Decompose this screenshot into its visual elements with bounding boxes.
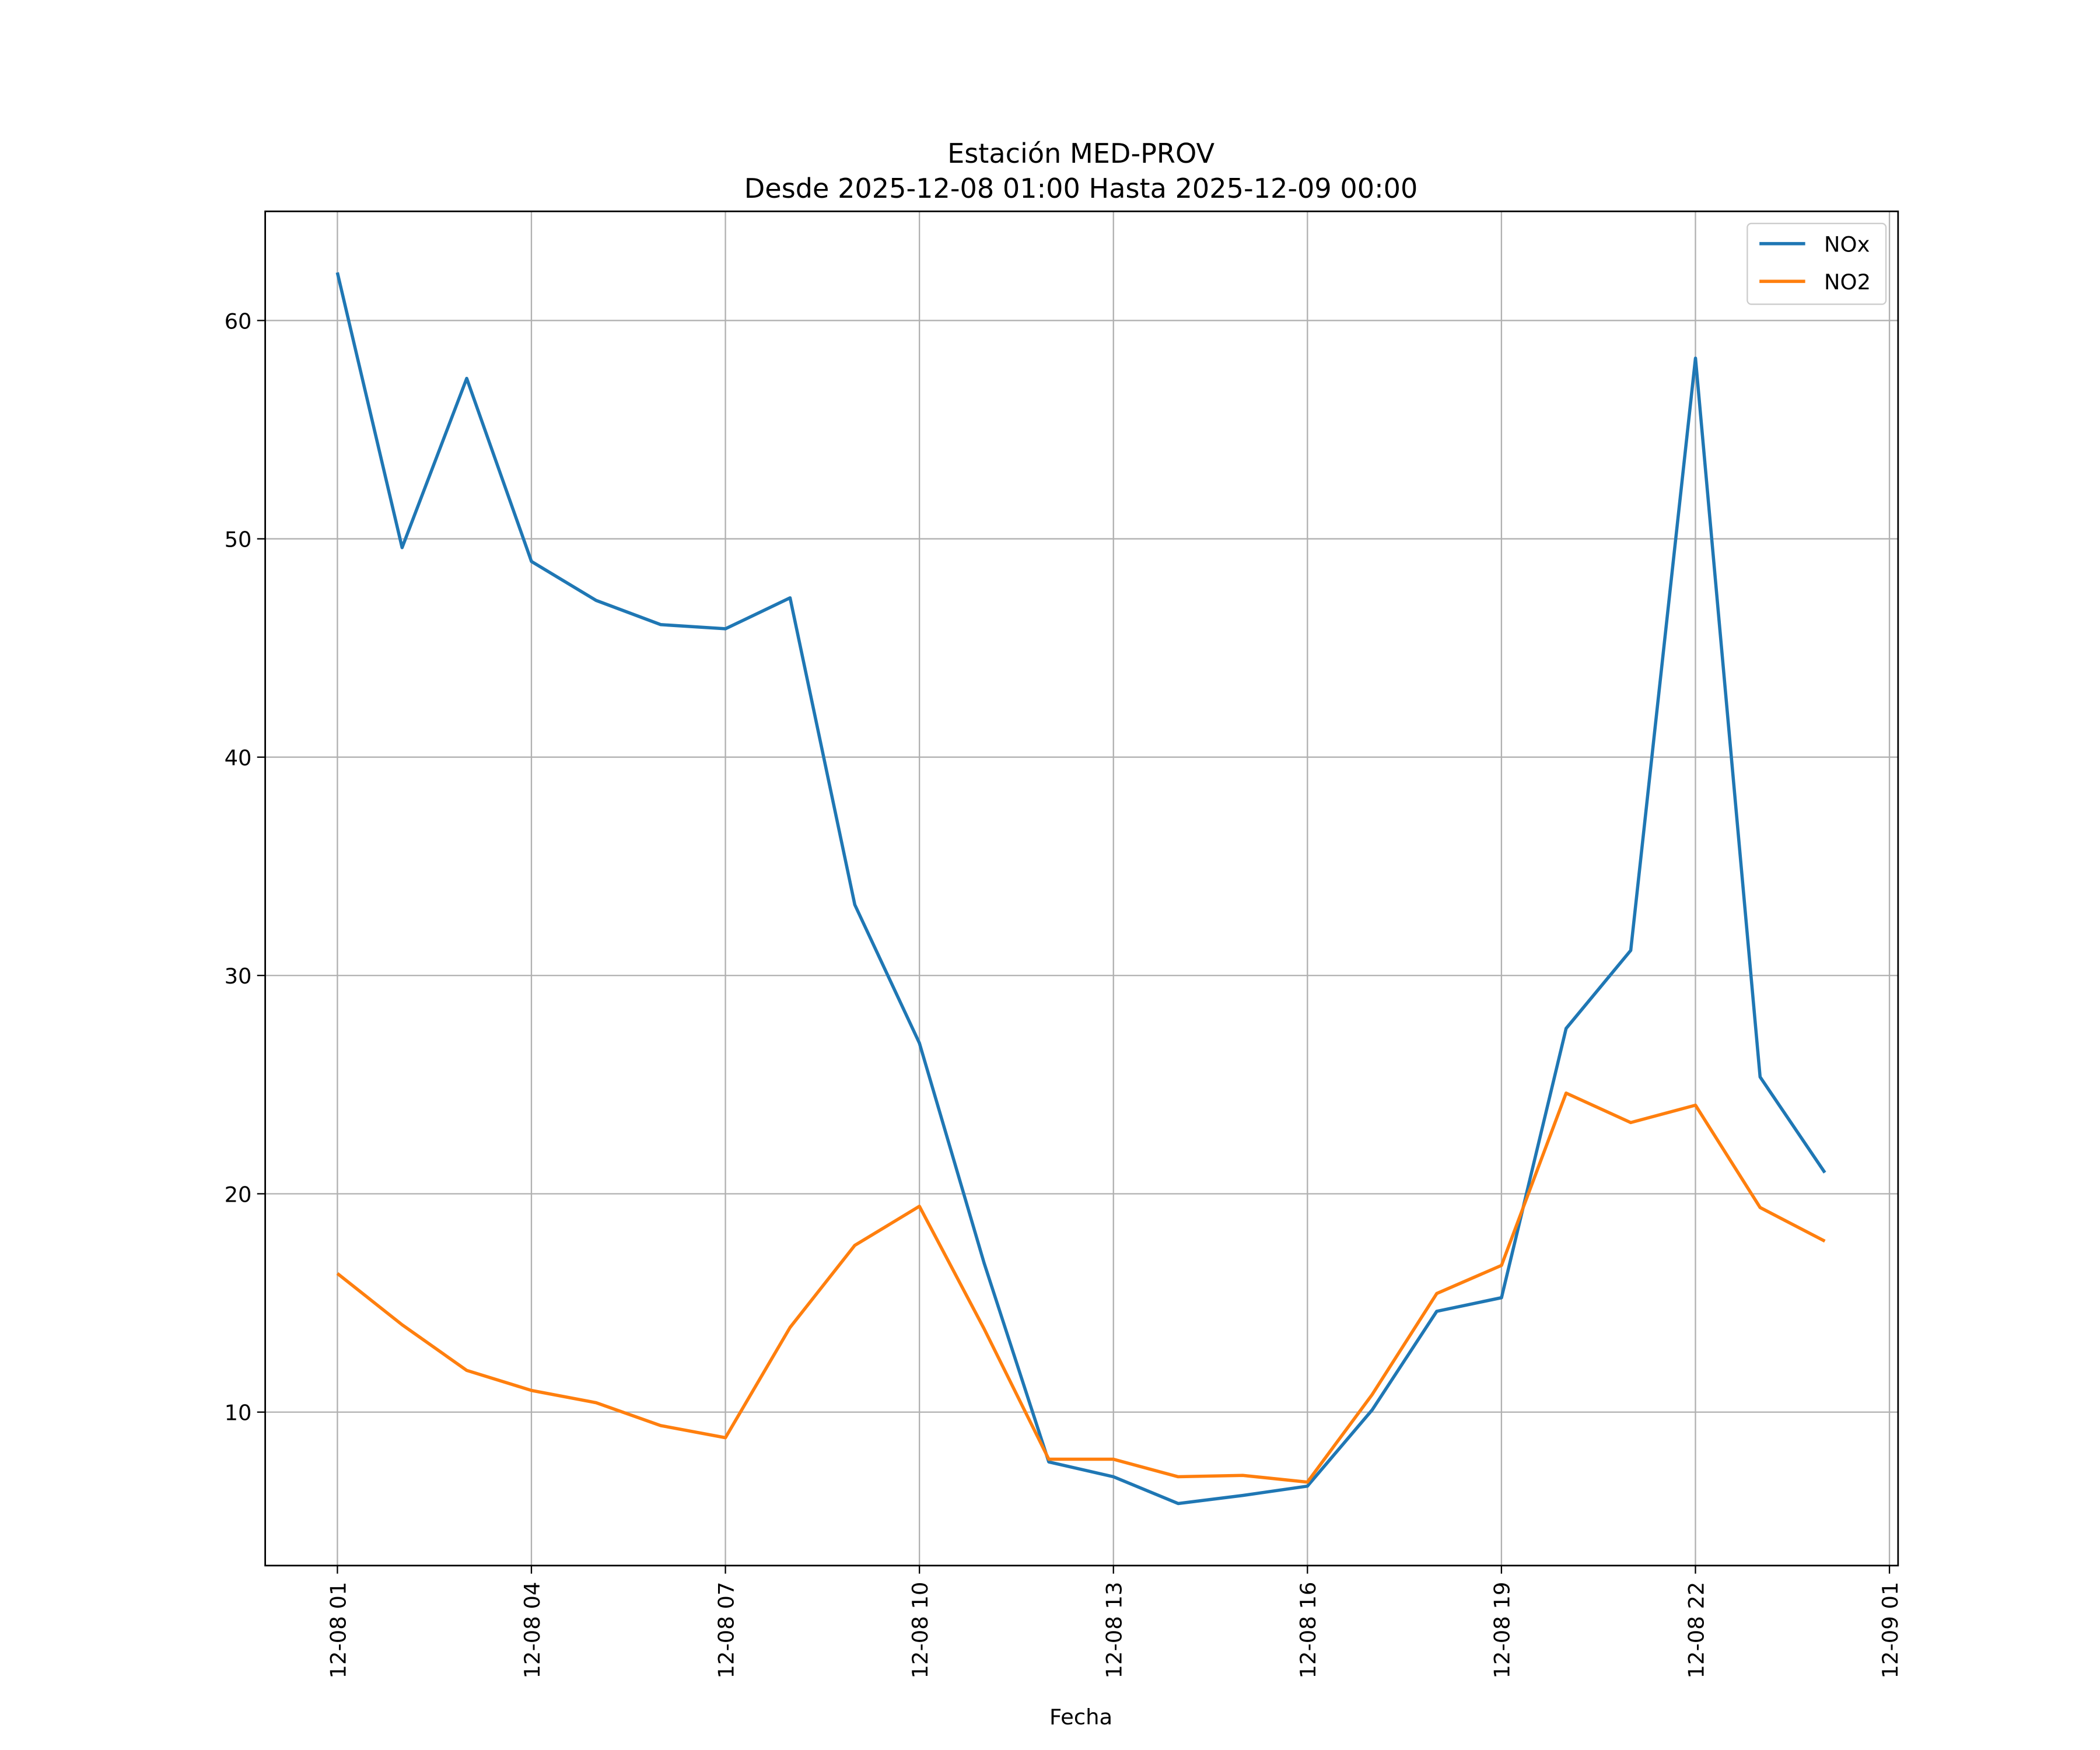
x-tick-label: 12-08 07 <box>713 1582 738 1679</box>
x-tick-label: 12-08 04 <box>520 1582 545 1679</box>
y-tick-label: 40 <box>225 746 252 771</box>
y-axis: 10 20 30 40 50 60 <box>225 309 265 1426</box>
legend-label-no2: NO2 <box>1824 270 1871 295</box>
x-tick-label: 12-08 19 <box>1490 1582 1515 1679</box>
x-axis-label: Fecha <box>1049 1704 1112 1730</box>
x-tick-label: 12-09 01 <box>1878 1582 1903 1679</box>
chart-title: Estación MED-PROV <box>947 138 1214 169</box>
y-tick-label: 50 <box>225 527 252 552</box>
y-tick-label: 10 <box>225 1401 252 1426</box>
legend-label-nox: NOx <box>1824 232 1870 257</box>
x-tick-label: 12-08 13 <box>1102 1582 1127 1679</box>
x-tick-label: 12-08 01 <box>326 1582 351 1679</box>
x-tick-label: 12-08 22 <box>1684 1582 1709 1679</box>
chart-subtitle: Desde 2025-12-08 01:00 Hasta 2025-12-09 … <box>744 173 1418 204</box>
plot-frame <box>264 210 1899 1567</box>
legend: NOx NO2 <box>1746 222 1887 305</box>
series-line-no2 <box>336 1091 1826 1484</box>
series-line-nox <box>335 272 1826 1506</box>
x-tick-label: 12-08 10 <box>908 1582 933 1679</box>
series-lines <box>335 272 1826 1506</box>
y-tick-label: 20 <box>225 1182 252 1207</box>
x-tick-label: 12-08 16 <box>1296 1582 1321 1679</box>
x-axis: 12-08 01 12-08 04 12-08 07 12-08 10 12-08 13… <box>326 1565 1903 1679</box>
y-tick-label: 60 <box>225 309 252 334</box>
y-tick-label: 30 <box>225 964 252 989</box>
grid <box>265 211 1898 1566</box>
